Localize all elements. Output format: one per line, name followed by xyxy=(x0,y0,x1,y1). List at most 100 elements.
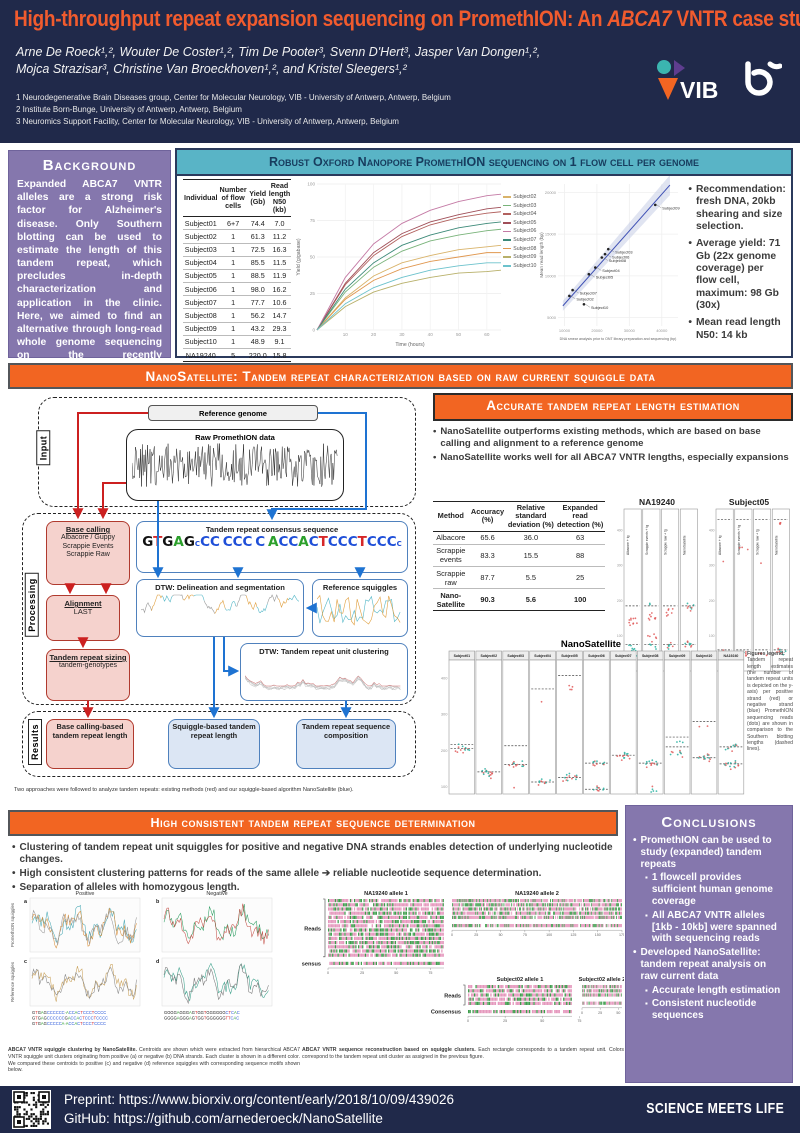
svg-text:100: 100 xyxy=(546,933,552,937)
table-row: NA19240 5 220.0 15.8 xyxy=(183,348,292,363)
accurate-bullets: NanoSatellite outperforms existing metho… xyxy=(433,426,793,464)
svg-text:20000: 20000 xyxy=(545,190,557,195)
svg-text:0: 0 xyxy=(313,328,316,333)
github-link: GitHub: https://github.com/arnederoeck/N… xyxy=(64,1110,383,1126)
subject05-method-figure: Subject05 100 200 300 400 Albacore + tg Scrap… xyxy=(705,497,793,680)
page-title: High-throughput repeat expansion sequenc… xyxy=(14,6,800,31)
bullet-item: NanoSatellite works well for all ABCA7 V… xyxy=(433,452,793,464)
legend-entry: Subject06 xyxy=(503,228,536,234)
svg-text:400: 400 xyxy=(709,529,715,533)
svg-text:10: 10 xyxy=(343,332,349,337)
svg-text:15000: 15000 xyxy=(545,232,557,237)
svg-text:GTGAGCCCCCC-ACCACTCCCTCCCC: GTGAGCCCCCC-ACCACTCCCTCCCC xyxy=(32,1010,106,1015)
sequencing-section-title: Robust Oxford Nanopore PromethION sequen… xyxy=(177,150,791,176)
svg-text:Subject10: Subject10 xyxy=(696,654,713,658)
svg-text:75: 75 xyxy=(428,971,432,975)
legend-entry: Subject04 xyxy=(503,211,536,217)
authors-line-2: Mojca Strazisar³, Christine Van Broeckho… xyxy=(16,61,407,76)
svg-text:400: 400 xyxy=(617,529,623,533)
svg-text:Reads: Reads xyxy=(304,926,321,932)
svg-text:Subject09: Subject09 xyxy=(669,654,686,658)
svg-text:Subject04: Subject04 xyxy=(603,268,621,273)
svg-text:Subject02: Subject02 xyxy=(480,654,497,658)
svg-text:Subject08: Subject08 xyxy=(642,654,659,658)
flow-base-calling: Base calling Albacore / Guppy Scrappie E… xyxy=(46,521,130,585)
background-box: Background Expanded ABCA7 VNTR alleles a… xyxy=(8,150,171,401)
svg-text:Subject06: Subject06 xyxy=(612,255,629,260)
svg-text:Subject03: Subject03 xyxy=(507,654,524,658)
svg-text:40: 40 xyxy=(428,332,434,337)
svg-text:Subject04: Subject04 xyxy=(534,654,551,658)
sequencing-bullets: Recommendation: fresh DNA, 20kb shearing… xyxy=(686,176,791,356)
legend-entry: Subject09 xyxy=(503,254,536,260)
svg-text:150: 150 xyxy=(595,933,601,937)
flow-input-label: Input xyxy=(36,430,51,466)
svg-text:Subject02 allele 2: Subject02 allele 2 xyxy=(579,977,624,983)
svg-text:NanoSatellite: NanoSatellite xyxy=(682,535,686,555)
svg-text:Subject09: Subject09 xyxy=(663,205,680,210)
table-header: Method xyxy=(433,501,469,532)
svg-text:75: 75 xyxy=(310,218,316,223)
svg-text:GTGAGCCCCCA-ACCACTCCCTCCCC: GTGAGCCCCCA-ACCACTCCCTCCCC xyxy=(32,1021,106,1026)
svg-text:60: 60 xyxy=(485,332,491,337)
svg-text:DNA smear analysis prior to ON: DNA smear analysis prior to ONT library … xyxy=(560,337,677,341)
qr-code xyxy=(12,1090,51,1129)
flow-result-sequence-composition: Tandem repeat sequence composition xyxy=(296,719,396,769)
table-row: Scrappie events 83.3 15.5 88 xyxy=(433,544,605,567)
svg-text:300: 300 xyxy=(617,564,623,568)
svg-text:Albacore + tg: Albacore + tg xyxy=(718,535,722,555)
svg-text:Subject10: Subject10 xyxy=(591,305,609,310)
svg-text:Time (hours): Time (hours) xyxy=(396,342,425,348)
nanosatellite-lengths-figure: NanoSatellite 100 200 300 400 Subject01 Subje… xyxy=(435,639,747,803)
svg-text:d: d xyxy=(156,959,159,965)
table-row: Scrappie raw 87.7 5.5 25 xyxy=(433,566,605,590)
conclusions-list: PromethION can be used to study (expande… xyxy=(633,835,785,1022)
flow-result-squiggle-length: Squiggle-based tandem repeat length xyxy=(168,719,260,769)
flow-processing-label: Processing xyxy=(24,573,39,637)
legend-entry: Subject05 xyxy=(503,220,536,226)
svg-text:Yield (gigabase): Yield (gigabase) xyxy=(296,238,302,276)
table-row: Nano-Satellite 90.3 5.6 100 xyxy=(433,588,605,612)
svg-text:100: 100 xyxy=(441,784,448,789)
svg-text:Subject01: Subject01 xyxy=(454,654,471,658)
readlength-scatter-chart: 5000 10000 15000 20000 10000 20000 30000 40000 S… xyxy=(536,175,686,356)
table-row: Subject03 1 72.5 16.3 xyxy=(183,243,292,257)
table-row: Subject08 1 56.2 14.7 xyxy=(183,308,292,323)
svg-text:75: 75 xyxy=(523,933,527,937)
accurate-section-title: Accurate tandem repeat length estimation xyxy=(433,393,793,421)
table-header: Yield (Gb) xyxy=(247,178,268,218)
sequence-logo: GTGAGCCC CCC C ACCACTCCCTCCCC xyxy=(142,534,402,551)
svg-text:0: 0 xyxy=(327,971,329,975)
yield-table: Individual Number of flow cells Yield (Gb)… xyxy=(177,176,293,363)
svg-text:GGGGAGGGAGTGGTGGGGGGCTCAC: GGGGAGGGAGTGGTGGGGGGCTCAC xyxy=(164,1010,240,1015)
flow-alignment: Alignment LAST xyxy=(46,595,120,641)
svg-text:25: 25 xyxy=(474,933,478,937)
bullet-item: Average yield: 71 Gb (22x genome coverag… xyxy=(688,238,785,312)
svg-text:Subject06: Subject06 xyxy=(588,654,605,658)
svg-text:Scrappie events + tg: Scrappie events + tg xyxy=(645,525,649,555)
university-antwerp-logo xyxy=(745,61,782,96)
flow-raw-promethion-data: Raw PromethION data xyxy=(126,429,344,501)
table-row: Albacore 65.6 36.0 63 xyxy=(433,531,605,545)
conclusion-item: All ABCA7 VNTR alleles [1kb - 10kb] were… xyxy=(633,910,785,945)
table-row: Subject10 1 48.9 9.1 xyxy=(183,335,292,350)
legend-entry: Subject08 xyxy=(503,246,536,252)
svg-text:VIB: VIB xyxy=(680,77,718,103)
svg-text:Subject05: Subject05 xyxy=(561,654,578,658)
svg-text:25: 25 xyxy=(360,971,364,975)
svg-text:Negative: Negative xyxy=(206,891,227,897)
svg-text:75: 75 xyxy=(577,1019,581,1023)
legend-entry: Subject03 xyxy=(503,203,536,209)
svg-text:100: 100 xyxy=(709,634,715,638)
table-row: Subject01 6+7 74.4 7.0 xyxy=(183,216,292,231)
conclusion-item: Consistent nucleotide sequences xyxy=(633,998,785,1022)
svg-text:100: 100 xyxy=(617,634,623,638)
table-row: Subject09 1 43.2 29.3 xyxy=(183,322,292,336)
svg-text:Scrappie raw + tg: Scrappie raw + tg xyxy=(664,529,668,555)
svg-text:Subject05: Subject05 xyxy=(596,275,613,280)
nanosatellite-flowchart: Input Processing Results Reference genom… xyxy=(8,393,428,805)
table-row: Subject06 1 98.0 16.2 xyxy=(183,282,292,297)
table-header: Number of flow cells xyxy=(218,178,248,218)
bullet-item: Mean read length N50: 14 kb xyxy=(688,317,785,342)
conclusion-item: 1 flowcell provides sufficient human gen… xyxy=(633,872,785,907)
